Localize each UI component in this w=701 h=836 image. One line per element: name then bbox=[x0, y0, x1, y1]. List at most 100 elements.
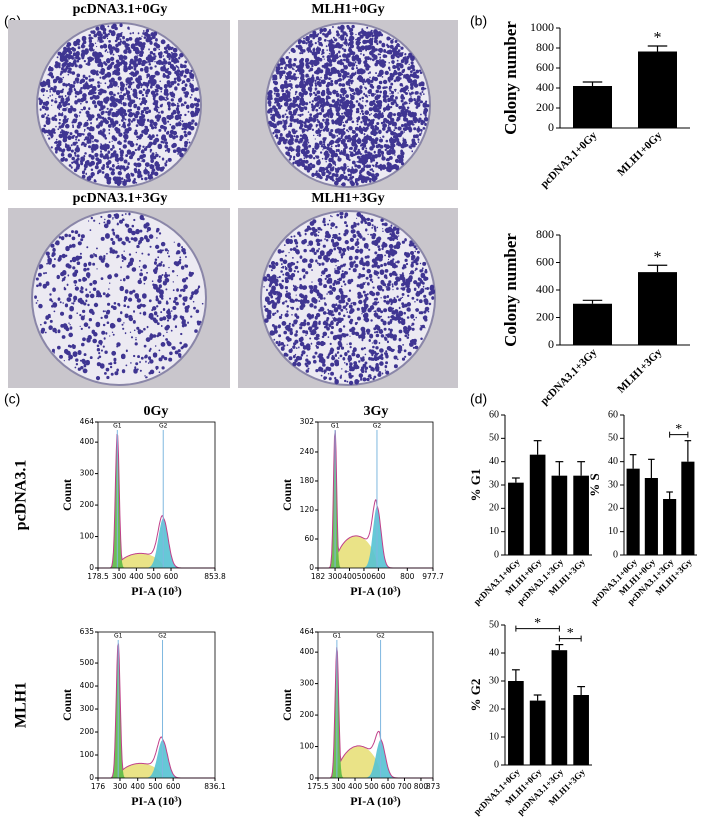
bar bbox=[638, 51, 677, 128]
y-tick-label: 40 bbox=[608, 456, 618, 467]
bar bbox=[508, 482, 524, 555]
bar bbox=[644, 478, 658, 555]
x-tick-label: 500 bbox=[148, 782, 163, 791]
y-tick-label: 30 bbox=[489, 675, 499, 686]
column-label: 3Gy bbox=[364, 404, 389, 419]
x-tick-label: 176 bbox=[91, 782, 106, 791]
gate-label: G1 bbox=[331, 423, 340, 430]
x-tick-label: 300 bbox=[328, 572, 343, 581]
x-tick-label: 400 bbox=[342, 572, 357, 581]
s-phase bbox=[318, 535, 433, 568]
gate-label: G2 bbox=[159, 423, 168, 430]
x-tick-label: MLH1+3Gy bbox=[615, 346, 665, 396]
y-axis-label: % G2 bbox=[468, 679, 483, 712]
y-tick-label: 300 bbox=[80, 469, 95, 478]
x-axis-label: PI-A (10³) bbox=[350, 794, 401, 808]
gate-label: G1 bbox=[114, 633, 123, 640]
y-tick-label: 20 bbox=[608, 503, 618, 514]
bar bbox=[663, 499, 677, 555]
y-tick-label: 464 bbox=[80, 417, 95, 426]
y-tick-label: 0 bbox=[309, 773, 314, 782]
plot-frame bbox=[97, 631, 216, 779]
x-tick-label: pcDNA3.1+3Gy bbox=[538, 346, 599, 407]
bar bbox=[638, 272, 677, 345]
x-tick-label: 600 bbox=[166, 782, 181, 791]
bar bbox=[573, 303, 612, 345]
y-tick-label: 0 bbox=[89, 563, 94, 572]
bar bbox=[573, 695, 589, 765]
y-axis-label: Count bbox=[60, 689, 74, 721]
y-axis-label: Count bbox=[280, 689, 294, 721]
x-tick-label: 300 bbox=[112, 572, 127, 581]
x-tick-label: 977.7 bbox=[422, 572, 444, 581]
bar bbox=[529, 700, 546, 765]
colonies bbox=[263, 211, 436, 386]
y-tick-label: 464 bbox=[300, 627, 315, 636]
x-tick-label: 600 bbox=[164, 572, 179, 581]
g2-peak bbox=[318, 740, 433, 778]
y-axis-label: Count bbox=[60, 479, 74, 511]
y-tick-label: 10 bbox=[489, 526, 499, 537]
colonies bbox=[38, 23, 201, 186]
x-tick-label: 836.1 bbox=[204, 782, 226, 791]
y-axis-label: Count bbox=[280, 479, 294, 511]
y-tick-label: 400 bbox=[300, 647, 315, 656]
x-tick-label: 700 bbox=[397, 782, 412, 791]
y-tick-label: 10 bbox=[489, 731, 499, 742]
y-tick-label: 10 bbox=[608, 526, 618, 537]
y-tick-label: 302 bbox=[300, 417, 315, 426]
y-axis-label: % G1 bbox=[468, 469, 483, 502]
y-tick-label: 40 bbox=[489, 456, 499, 467]
x-tick-label: MLH1+0Gy bbox=[615, 129, 665, 179]
bar bbox=[551, 475, 568, 555]
y-tick-label: 0 bbox=[548, 337, 554, 351]
y-tick-label: 0 bbox=[309, 563, 314, 572]
significance: * bbox=[534, 616, 541, 631]
panel-label: (d) bbox=[470, 391, 487, 407]
y-tick-label: 30 bbox=[489, 479, 499, 490]
gate-label: G2 bbox=[158, 633, 167, 640]
y-tick-label: 200 bbox=[536, 100, 554, 114]
panel-label: (c) bbox=[4, 391, 20, 407]
y-tick-label: 1000 bbox=[530, 20, 554, 34]
bar bbox=[626, 468, 640, 555]
plate-title: pcDNA3.1+3Gy bbox=[73, 191, 168, 206]
x-axis-label: PI-A (10³) bbox=[131, 584, 182, 598]
x-tick-label: 300 bbox=[113, 782, 128, 791]
y-tick-label: 800 bbox=[536, 40, 554, 54]
y-tick-label: 0 bbox=[494, 759, 499, 770]
column-label: 0Gy bbox=[144, 404, 169, 419]
row-label: pcDNA3.1 bbox=[13, 460, 30, 531]
x-tick-label: 800 bbox=[400, 572, 415, 581]
x-tick-label: pcDNA3.1+0Gy bbox=[538, 129, 599, 190]
y-tick-label: 0 bbox=[613, 549, 618, 560]
y-tick-label: 200 bbox=[80, 727, 95, 736]
y-axis-label: Colony number bbox=[501, 233, 520, 347]
y-tick-label: 400 bbox=[80, 681, 95, 690]
x-axis-label: PI-A (10³) bbox=[131, 794, 182, 808]
bar bbox=[681, 461, 695, 555]
x-tick-label: 600 bbox=[381, 782, 396, 791]
y-tick-label: 200 bbox=[80, 500, 95, 509]
g2-peak bbox=[98, 740, 215, 778]
x-tick-label: 500 bbox=[364, 782, 379, 791]
x-tick-label: 400 bbox=[129, 572, 144, 581]
plot-frame bbox=[97, 421, 216, 569]
y-tick-label: 100 bbox=[300, 742, 315, 751]
plot-frame bbox=[317, 631, 434, 779]
x-tick-label: 500 bbox=[357, 572, 372, 581]
y-tick-label: 180 bbox=[300, 476, 315, 485]
y-tick-label: 200 bbox=[536, 309, 554, 323]
y-tick-label: 600 bbox=[536, 60, 554, 74]
x-tick-label: 182 bbox=[311, 572, 326, 581]
gate-label: G2 bbox=[376, 633, 385, 640]
x-tick-label: 873 bbox=[426, 782, 441, 791]
plate-title: MLH1+3Gy bbox=[311, 191, 384, 206]
x-tick-label: 400 bbox=[348, 782, 363, 791]
bar bbox=[573, 86, 612, 128]
y-tick-label: 50 bbox=[489, 619, 499, 630]
x-tick-label: 600 bbox=[371, 572, 386, 581]
y-tick-label: 100 bbox=[80, 750, 95, 759]
g2-peak bbox=[98, 518, 215, 568]
bar bbox=[529, 454, 546, 555]
